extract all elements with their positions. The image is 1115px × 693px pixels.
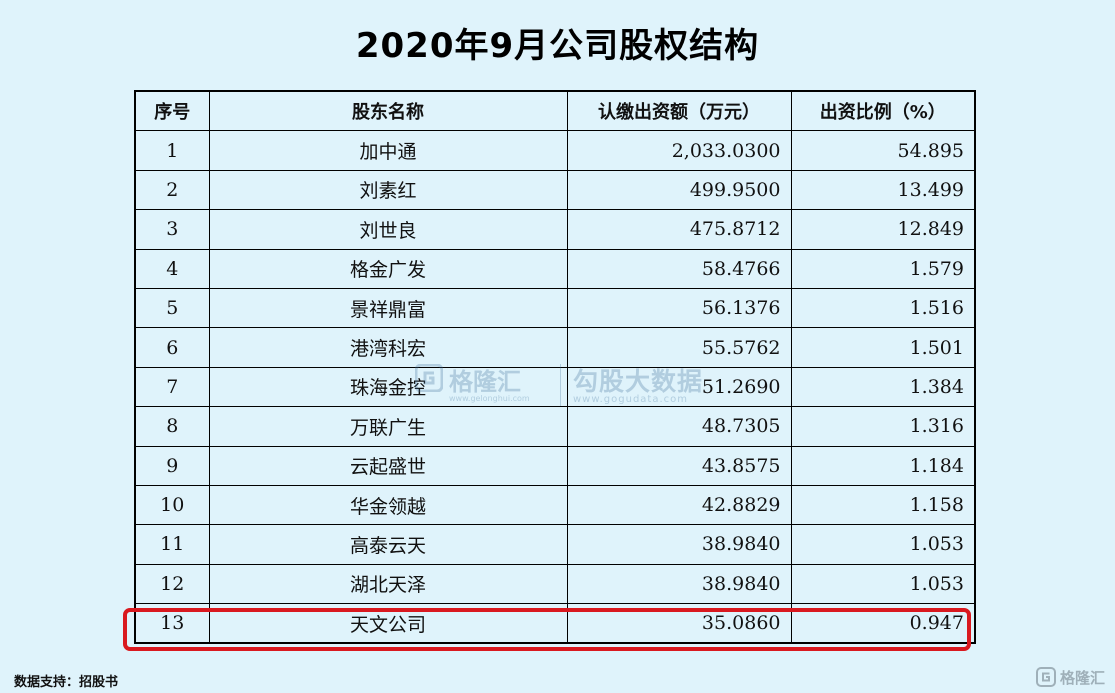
table-row: 4 格金广发 58.4766 1.579 bbox=[134, 248, 976, 289]
cell-name: 港湾科宏 bbox=[208, 327, 568, 368]
cell-name: 格金广发 bbox=[208, 248, 568, 289]
cell-ratio: 1.053 bbox=[790, 563, 976, 605]
cell-no: 1 bbox=[134, 130, 210, 171]
source-note: 数据支持：招股书 bbox=[14, 675, 119, 690]
cell-name: 刘素红 bbox=[208, 169, 568, 211]
table-row: 7 珠海金控 51.2690 1.384 bbox=[134, 366, 976, 408]
cell-name: 云起盛世 bbox=[208, 445, 568, 486]
cell-amount: 2,033.0300 bbox=[566, 130, 792, 171]
cell-name: 景祥鼎富 bbox=[208, 287, 568, 329]
cell-no: 8 bbox=[134, 406, 210, 447]
cell-no: 2 bbox=[134, 169, 210, 211]
cell-ratio: 0.947 bbox=[790, 603, 976, 644]
table-row: 12 湖北天泽 38.9840 1.053 bbox=[134, 563, 976, 605]
cell-no: 3 bbox=[134, 209, 210, 250]
table-row: 10 华金领越 42.8829 1.158 bbox=[134, 484, 976, 526]
cell-amount: 58.4766 bbox=[566, 248, 792, 289]
cell-name: 湖北天泽 bbox=[208, 563, 568, 605]
table-row: 1 加中通 2,033.0300 54.895 bbox=[134, 130, 976, 171]
cell-ratio: 1.384 bbox=[790, 366, 976, 408]
cell-no: 4 bbox=[134, 248, 210, 289]
table-row: 8 万联广生 48.7305 1.316 bbox=[134, 406, 976, 447]
cell-name: 加中通 bbox=[208, 130, 568, 171]
cell-amount: 55.5762 bbox=[566, 327, 792, 368]
cell-amount: 43.8575 bbox=[566, 445, 792, 486]
cell-ratio: 13.499 bbox=[790, 169, 976, 211]
cell-amount: 48.7305 bbox=[566, 406, 792, 447]
cell-ratio: 1.184 bbox=[790, 445, 976, 486]
cell-no: 12 bbox=[134, 563, 210, 605]
cell-amount: 38.9840 bbox=[566, 524, 792, 565]
table-row-highlighted: 13 天文公司 35.0860 0.947 bbox=[134, 603, 976, 644]
corner-logo: 格隆汇 bbox=[1035, 666, 1105, 688]
cell-no: 5 bbox=[134, 287, 210, 329]
cell-ratio: 1.579 bbox=[790, 248, 976, 289]
table-row: 6 港湾科宏 55.5762 1.501 bbox=[134, 327, 976, 368]
corner-logo-text: 格隆汇 bbox=[1059, 668, 1105, 687]
cell-amount: 35.0860 bbox=[566, 603, 792, 644]
cell-ratio: 1.501 bbox=[790, 327, 976, 368]
cell-no: 10 bbox=[134, 484, 210, 526]
cell-amount: 38.9840 bbox=[566, 563, 792, 605]
cell-name: 万联广生 bbox=[208, 406, 568, 447]
table-header-row: 序号 股东名称 认缴出资额（万元） 出资比例（%） bbox=[134, 90, 976, 132]
table-row: 3 刘世良 475.8712 12.849 bbox=[134, 209, 976, 250]
header-no: 序号 bbox=[134, 90, 210, 132]
cell-no: 6 bbox=[134, 327, 210, 368]
cell-amount: 475.8712 bbox=[566, 209, 792, 250]
cell-no: 9 bbox=[134, 445, 210, 486]
header-name: 股东名称 bbox=[208, 90, 568, 132]
cell-amount: 499.9500 bbox=[566, 169, 792, 211]
cell-no: 7 bbox=[134, 366, 210, 408]
cell-no: 11 bbox=[134, 524, 210, 565]
cell-ratio: 54.895 bbox=[790, 130, 976, 171]
cell-ratio: 12.849 bbox=[790, 209, 976, 250]
table-row: 5 景祥鼎富 56.1376 1.516 bbox=[134, 287, 976, 329]
cell-name: 高泰云天 bbox=[208, 524, 568, 565]
cell-amount: 42.8829 bbox=[566, 484, 792, 526]
cell-ratio: 1.516 bbox=[790, 287, 976, 329]
table-row: 2 刘素红 499.9500 13.499 bbox=[134, 169, 976, 211]
shareholder-table: 序号 股东名称 认缴出资额（万元） 出资比例（%） 1 加中通 2,033.03… bbox=[134, 90, 976, 645]
header-ratio: 出资比例（%） bbox=[790, 90, 976, 132]
cell-ratio: 1.316 bbox=[790, 406, 976, 447]
cell-name: 天文公司 bbox=[208, 603, 568, 644]
cell-name: 华金领越 bbox=[208, 484, 568, 526]
cell-name: 刘世良 bbox=[208, 209, 568, 250]
cell-amount: 56.1376 bbox=[566, 287, 792, 329]
gelonghui-corner-icon bbox=[1035, 667, 1056, 687]
cell-ratio: 1.158 bbox=[790, 484, 976, 526]
table-row: 9 云起盛世 43.8575 1.184 bbox=[134, 445, 976, 486]
cell-name: 珠海金控 bbox=[208, 366, 568, 408]
page-title: 2020年9月公司股权结构 bbox=[355, 26, 760, 66]
cell-ratio: 1.053 bbox=[790, 524, 976, 565]
table-row: 11 高泰云天 38.9840 1.053 bbox=[134, 524, 976, 565]
cell-no: 13 bbox=[134, 603, 210, 644]
header-amount: 认缴出资额（万元） bbox=[566, 90, 792, 132]
cell-amount: 51.2690 bbox=[566, 366, 792, 408]
